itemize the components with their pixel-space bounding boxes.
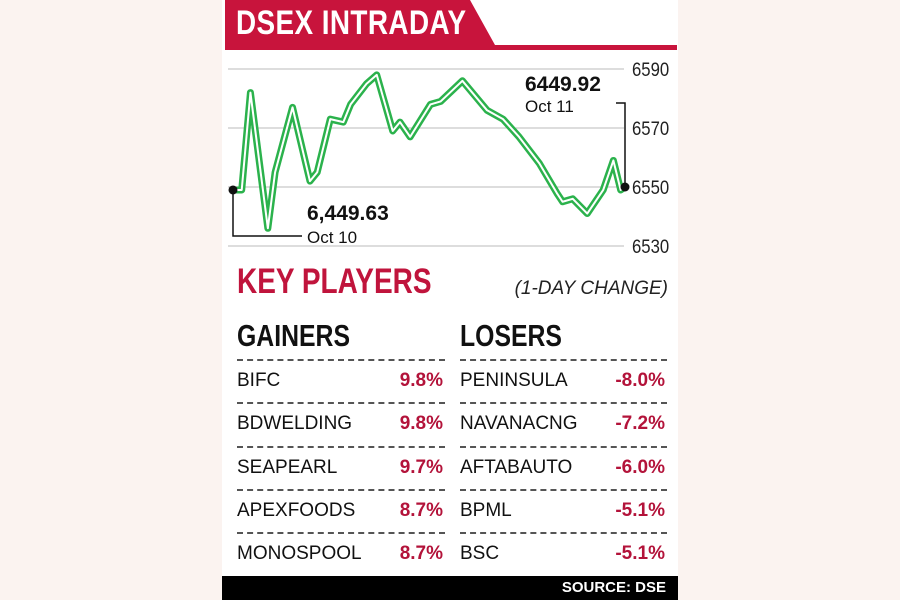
ticker: BPML	[460, 499, 512, 521]
ticker: MONOSPOOL	[237, 543, 362, 565]
change-value: -5.1%	[615, 543, 665, 565]
change-value: 9.8%	[399, 370, 443, 391]
series-line-highlight	[233, 73, 626, 230]
start-point	[228, 185, 238, 195]
ticker: APEXFOODS	[237, 499, 356, 521]
end-leader-line	[616, 102, 626, 187]
chart-title: DSEX INTRADAY	[236, 4, 467, 42]
line-chart: 6590 6570 6550 6530 6,449.63 Oct 10 6449.92Oct…	[228, 59, 669, 257]
gainer-row: BDWELDING 9.8%	[237, 402, 445, 445]
y-tick-label: 6550	[632, 177, 669, 198]
ticker: NAVANACNG	[460, 413, 578, 435]
loser-row: BSC -5.1%	[460, 532, 667, 575]
loser-row: NAVANACNG -7.2%	[460, 402, 667, 445]
change-value: -6.0%	[615, 456, 665, 478]
footer: SOURCE: DSE	[222, 576, 678, 600]
ticker: BDWELDING	[237, 413, 353, 435]
start-leader-line	[232, 189, 302, 237]
change-value: 9.8%	[399, 413, 443, 435]
change-value: -8.0%	[615, 370, 665, 391]
change-value: 9.7%	[399, 456, 443, 478]
start-date-label: Oct 10	[307, 228, 357, 247]
source-label: SOURCE: DSE	[561, 579, 666, 596]
loser-row: AFTABAUTO -6.0%	[460, 445, 667, 489]
header-banner	[225, 0, 677, 50]
ticker: BIFC	[237, 370, 281, 391]
change-value: -5.1%	[615, 499, 665, 521]
end-point	[620, 182, 630, 192]
loser-row: BPML -5.1%	[460, 488, 667, 532]
loser-row: PENINSULA -8.0%	[460, 359, 667, 402]
end-value-label: 6449.92	[525, 73, 601, 96]
gainer-row: SEAPEARL 9.7%	[237, 445, 445, 489]
end-date-label: Oct 11	[525, 97, 574, 116]
gainer-row: MONOSPOOL 8.7%	[237, 532, 445, 575]
losers-heading: LOSERS	[460, 318, 562, 353]
y-tick-label: 6590	[632, 59, 669, 80]
key-players-title: KEY PLAYERS	[237, 262, 432, 301]
gainer-row: BIFC 9.8%	[237, 359, 445, 402]
y-tick-label: 6530	[632, 236, 669, 257]
gainer-row: APEXFOODS 8.7%	[237, 488, 445, 532]
key-players-subtitle: (1-DAY CHANGE)	[514, 278, 668, 299]
ticker: PENINSULA	[460, 370, 568, 391]
ticker: AFTABAUTO	[460, 456, 573, 478]
y-tick-label: 6570	[632, 118, 669, 139]
change-value: -7.2%	[615, 413, 665, 435]
change-value: 8.7%	[399, 499, 443, 521]
gainers-heading: GAINERS	[237, 318, 350, 353]
ticker: SEAPEARL	[237, 456, 338, 478]
ticker: BSC	[460, 543, 500, 565]
start-value-label: 6,449.63	[307, 202, 389, 225]
change-value: 8.7%	[399, 543, 443, 565]
infographic-card: DSEX INTRADAY 6590 6570 6550 6530 6,449.63 Oc…	[222, 0, 678, 600]
